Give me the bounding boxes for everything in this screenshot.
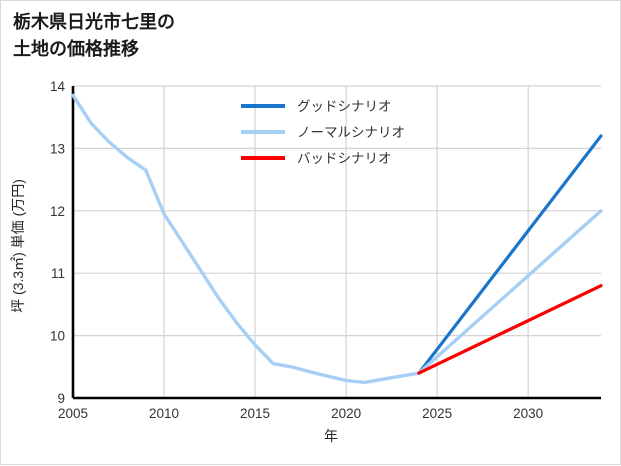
axis-lines	[71, 86, 601, 400]
x-axis-tick-label: 2010	[149, 406, 179, 421]
y-axis-tick-label: 12	[50, 204, 65, 219]
series-line	[71, 93, 421, 385]
legend-item-label: ノーマルシナリオ	[297, 125, 405, 140]
chart-title-line-1: 栃木県日光市七里の	[13, 12, 175, 32]
legend-item-label: バッドシナリオ	[297, 151, 392, 166]
series-line	[417, 134, 603, 375]
y-axis-tick-label: 11	[51, 266, 65, 281]
x-axis-tick-label: 2020	[331, 406, 361, 421]
series-line	[417, 284, 603, 375]
y-axis-tick-label: 9	[57, 391, 65, 406]
x-axis-tick-label: 2015	[240, 406, 270, 421]
x-axis-tick-label: 2025	[422, 406, 452, 421]
y-axis-tick-label: 14	[50, 79, 66, 94]
x-axis-tick-labels: 2005 2010 2015 2020 2025 2030	[58, 406, 543, 421]
x-axis-title: 年	[324, 428, 338, 444]
x-axis-tick-label: 2030	[513, 406, 543, 421]
chart-title: 栃木県日光市七里の 土地の価格推移	[13, 9, 433, 63]
legend-item-label: グッドシナリオ	[297, 99, 392, 114]
x-axis-tick-label: 2005	[58, 406, 88, 421]
y-axis-tick-labels: 9 10 11 12 13 14	[50, 79, 66, 406]
data-series-layer	[71, 93, 603, 385]
series-line	[417, 209, 603, 375]
chart-title-line-2: 土地の価格推移	[13, 39, 139, 59]
y-axis-tick-label: 13	[50, 141, 65, 156]
y-axis-title: 坪 (3.3㎡) 単価 (万円)	[10, 179, 26, 313]
y-axis-tick-label: 10	[50, 329, 65, 344]
